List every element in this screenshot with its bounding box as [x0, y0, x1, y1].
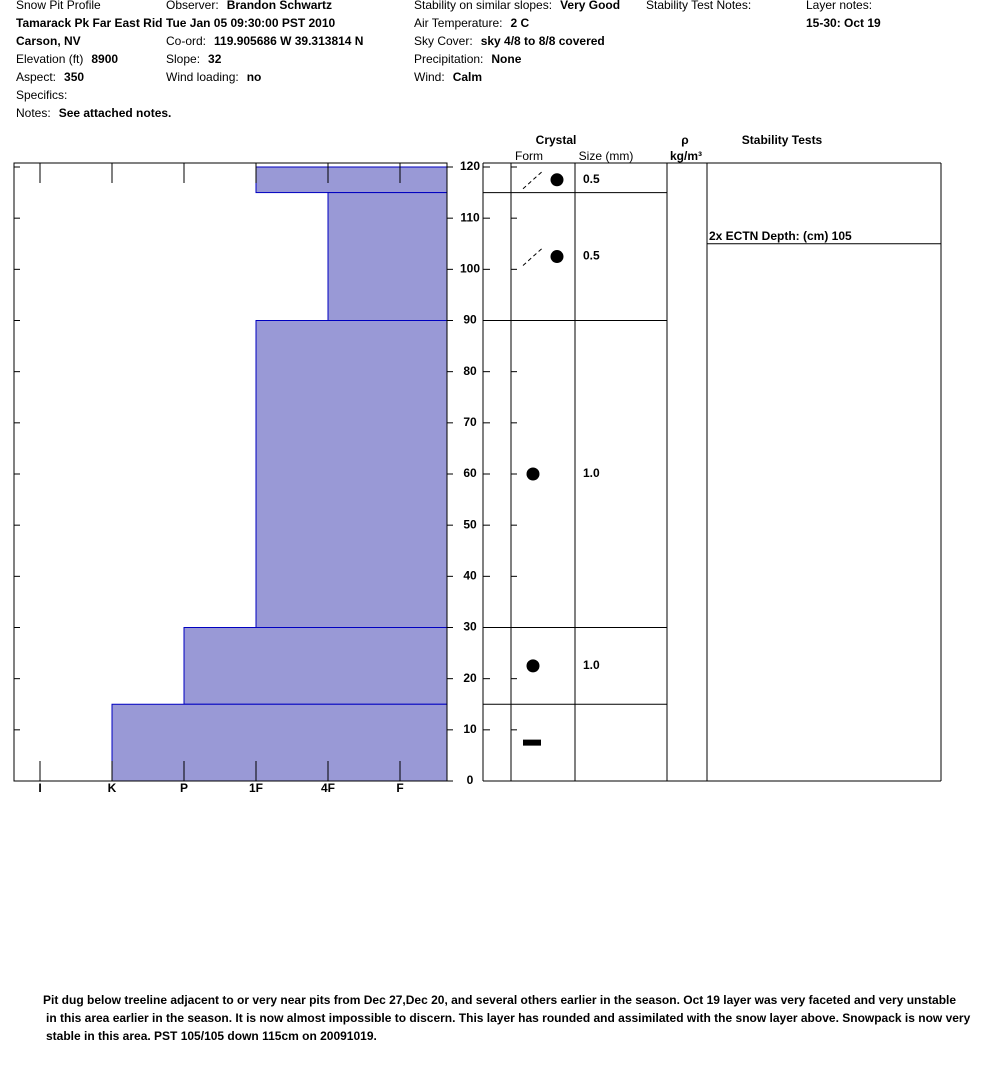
crystal-form [522, 170, 544, 190]
field-value: Tamarack Pk Far East Rid [16, 16, 163, 30]
y-tick-label: 70 [463, 415, 477, 429]
header-title: Snow Pit Profile [16, 0, 101, 12]
field-value: 119.905686 W 39.313814 N [214, 34, 363, 48]
y-tick-label: 100 [460, 262, 480, 276]
field-label: Aspect: [16, 70, 56, 84]
field-value: Very Good [560, 0, 620, 12]
stability-label: 2x ECTN Depth: (cm) 105 [709, 229, 852, 243]
y-tick-label: 0 [467, 773, 474, 787]
field-label: Layer notes: [806, 0, 872, 12]
field-value: Calm [453, 70, 482, 84]
field-label: Wind: [414, 70, 445, 84]
y-tick-label: 20 [463, 671, 477, 685]
column-header: Crystal [536, 133, 577, 147]
field-value: 32 [208, 52, 222, 66]
hardness-bar [255, 166, 448, 194]
y-tick-label: 60 [463, 466, 477, 480]
y-tick-label: 40 [463, 569, 477, 583]
footer-note: in this area earlier in the season. It i… [46, 1011, 971, 1025]
crystal-form [526, 659, 540, 673]
field-value: 15-30: Oct 19 [806, 16, 881, 30]
y-tick-label: 120 [460, 159, 480, 173]
field-label: Air Temperature: [414, 16, 502, 30]
crystal-size: 1.0 [583, 466, 600, 480]
y-tick-label: 110 [460, 210, 480, 224]
crystal-size: 1.0 [583, 658, 600, 672]
field-value: Brandon Schwartz [227, 0, 332, 12]
hardness-bar [255, 320, 448, 628]
y-tick-label: 50 [463, 517, 477, 531]
field-label: Stability on similar slopes: [414, 0, 552, 12]
column-header: kg/m³ [670, 149, 702, 163]
field-label: Slope: [166, 52, 200, 66]
field-label: Notes: [16, 106, 51, 120]
hardness-frame [13, 162, 448, 782]
field-value: See attached notes. [59, 106, 172, 120]
y-tick-label: 30 [463, 620, 477, 634]
y-tick-label: 80 [463, 364, 477, 378]
column-header: Size (mm) [579, 149, 634, 163]
x-tick-label: 4F [321, 781, 335, 795]
field-value: 350 [64, 70, 84, 84]
footer-note: stable in this area. PST 105/105 down 11… [46, 1029, 377, 1043]
field-label: Elevation (ft) [16, 52, 83, 66]
field-value: sky 4/8 to 8/8 covered [481, 34, 605, 48]
field-label: Specifics: [16, 88, 67, 102]
field-label: Sky Cover: [414, 34, 473, 48]
field-value: 8900 [91, 52, 118, 66]
field-label: Co-ord: [166, 34, 206, 48]
x-tick-label: I [38, 781, 41, 795]
x-tick-label: F [396, 781, 403, 795]
field-value: Carson, NV [16, 34, 81, 48]
crystal-form [522, 247, 544, 266]
field-value: Tue Jan 05 09:30:00 PST 2010 [166, 16, 336, 30]
field-value: no [247, 70, 262, 84]
field-label: Wind loading: [166, 70, 239, 84]
crystal-form [550, 250, 564, 264]
column-header: ρ [681, 133, 688, 147]
crystal-size: 0.5 [583, 249, 600, 263]
y-tick-label: 90 [463, 313, 477, 327]
field-value: None [491, 52, 521, 66]
column-header: Form [515, 149, 543, 163]
field-label: Precipitation: [414, 52, 483, 66]
column-header: Stability Tests [742, 133, 823, 147]
x-tick-label: 1F [249, 781, 263, 795]
field-label: Observer: [166, 0, 219, 12]
crystal-form [523, 739, 541, 746]
y-tick-label: 10 [463, 722, 477, 736]
hardness-bar [183, 627, 448, 705]
crystal-form [550, 173, 564, 187]
x-tick-label: P [180, 781, 188, 795]
footer-note: Pit dug below treeline adjacent to or ve… [43, 993, 956, 1007]
hardness-bar [327, 192, 448, 321]
field-label: Stability Test Notes: [646, 0, 751, 12]
crystal-size: 0.5 [583, 172, 600, 186]
crystal-form [526, 467, 540, 481]
x-tick-label: K [108, 781, 117, 795]
field-value: 2 C [510, 16, 529, 30]
hardness-bar [111, 703, 448, 782]
